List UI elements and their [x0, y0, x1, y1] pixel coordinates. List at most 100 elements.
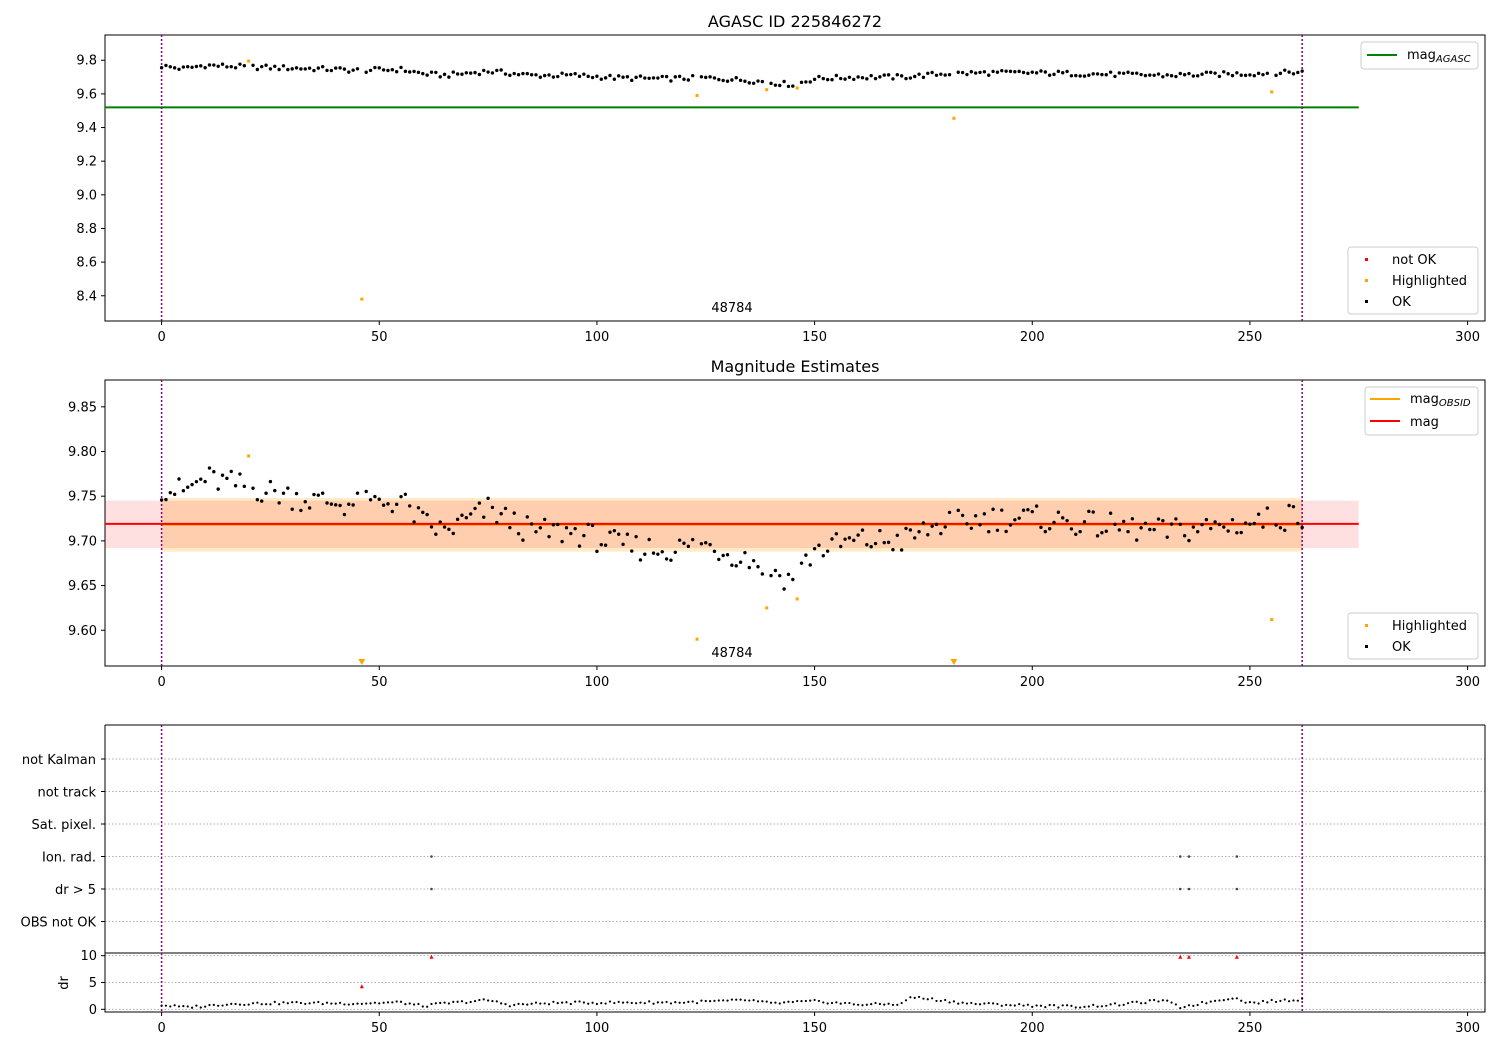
dr-point	[1205, 1002, 1208, 1005]
ok-point	[194, 479, 199, 484]
dr-point	[1240, 999, 1243, 1002]
dr-point	[260, 1003, 263, 1006]
x-tick-label: 300	[1455, 1021, 1480, 1036]
y-tick-label: 9.80	[68, 445, 97, 460]
ok-point	[1026, 71, 1030, 76]
ok-point	[608, 530, 612, 534]
dr-point	[530, 1002, 533, 1005]
ok-point	[725, 79, 730, 83]
ok-point	[1113, 522, 1117, 527]
dr-point	[391, 1001, 394, 1004]
ok-point	[616, 74, 621, 78]
ok-point	[1165, 535, 1169, 539]
ok-point	[464, 516, 469, 520]
ok-point	[199, 477, 203, 481]
ok-point	[503, 72, 508, 76]
highlighted-point	[765, 606, 769, 610]
legend-points-mag: Highlighted OK	[1347, 612, 1479, 660]
ok-point	[847, 75, 852, 79]
ok-point	[891, 547, 895, 552]
dr-point	[517, 1002, 520, 1005]
ok-point	[190, 482, 194, 487]
ok-point	[1195, 530, 1200, 534]
dr-point	[386, 1001, 390, 1004]
dr-point	[456, 1000, 459, 1003]
ok-point	[699, 75, 704, 79]
ok-point	[1148, 527, 1152, 532]
dr-point	[891, 1003, 895, 1007]
dr-point	[970, 1001, 973, 1005]
ok-point	[712, 549, 717, 554]
dr-point	[848, 1001, 851, 1005]
x-tick-label: 0	[157, 1021, 165, 1036]
ok-point	[386, 68, 390, 73]
ok-point	[1130, 71, 1135, 76]
dr-point	[974, 1002, 977, 1006]
axes-frame	[104, 34, 1486, 322]
dr-point	[230, 1002, 233, 1006]
ok-point	[1278, 526, 1283, 530]
dr-point	[978, 1003, 982, 1006]
x-tick-label: 100	[585, 675, 610, 690]
y-tick-label: 9.8	[76, 54, 97, 69]
dr-point	[1000, 1004, 1003, 1007]
ok-point	[1174, 517, 1178, 521]
ok-point	[442, 72, 447, 77]
dr-point	[743, 999, 747, 1002]
ok-point	[416, 70, 421, 75]
dr-point	[913, 996, 916, 999]
ok-point	[207, 466, 212, 470]
dr-point	[282, 1001, 285, 1004]
dr-point	[922, 997, 925, 1000]
ok-point	[921, 75, 926, 80]
ok-point	[730, 78, 734, 82]
dr-point	[182, 1004, 185, 1008]
dr-point	[835, 1001, 838, 1004]
ok-point	[394, 502, 399, 507]
ok-point	[956, 508, 960, 513]
dr-point	[1031, 1005, 1034, 1008]
dr-point	[870, 1003, 873, 1006]
ok-point	[778, 83, 782, 88]
ok-point	[926, 71, 930, 76]
dr-point	[408, 1002, 411, 1005]
ok-point	[708, 542, 712, 547]
ok-point	[329, 68, 334, 73]
legend-frame	[1347, 612, 1479, 660]
ok-point	[1182, 534, 1187, 538]
ok-point	[403, 492, 408, 496]
ok-point	[529, 73, 534, 77]
ok-point	[1030, 509, 1034, 514]
dr-point	[843, 1001, 847, 1005]
dr-point	[1157, 1000, 1160, 1003]
ok-point	[1283, 528, 1287, 532]
dr-point	[648, 1000, 651, 1003]
ok-point	[1148, 73, 1152, 77]
ok-point	[403, 69, 408, 74]
ok-point	[455, 72, 460, 76]
dr-point	[961, 1001, 964, 1004]
ok-point	[939, 531, 943, 536]
ok-point	[177, 477, 181, 481]
dr-point	[399, 1000, 403, 1003]
ok-point	[186, 64, 190, 69]
ok-point	[586, 74, 590, 79]
ok-point	[377, 66, 381, 70]
dr-point	[478, 998, 481, 1002]
ok-point	[512, 71, 516, 76]
ok-point	[508, 73, 512, 78]
dr-point	[695, 1002, 699, 1005]
panel-agasc-annotation: 48784	[711, 301, 752, 316]
ok-point	[455, 517, 460, 522]
dr-point	[317, 1000, 320, 1004]
ok-point	[599, 77, 603, 81]
ok-point	[1078, 74, 1082, 78]
ok-point	[233, 66, 238, 70]
ok-point	[595, 74, 599, 78]
ok-point	[590, 75, 595, 80]
ok-point	[408, 70, 412, 74]
ok-point	[412, 69, 416, 74]
x-tick-label: 50	[371, 675, 388, 690]
ok-point	[251, 486, 255, 490]
ok-point	[1243, 73, 1248, 78]
